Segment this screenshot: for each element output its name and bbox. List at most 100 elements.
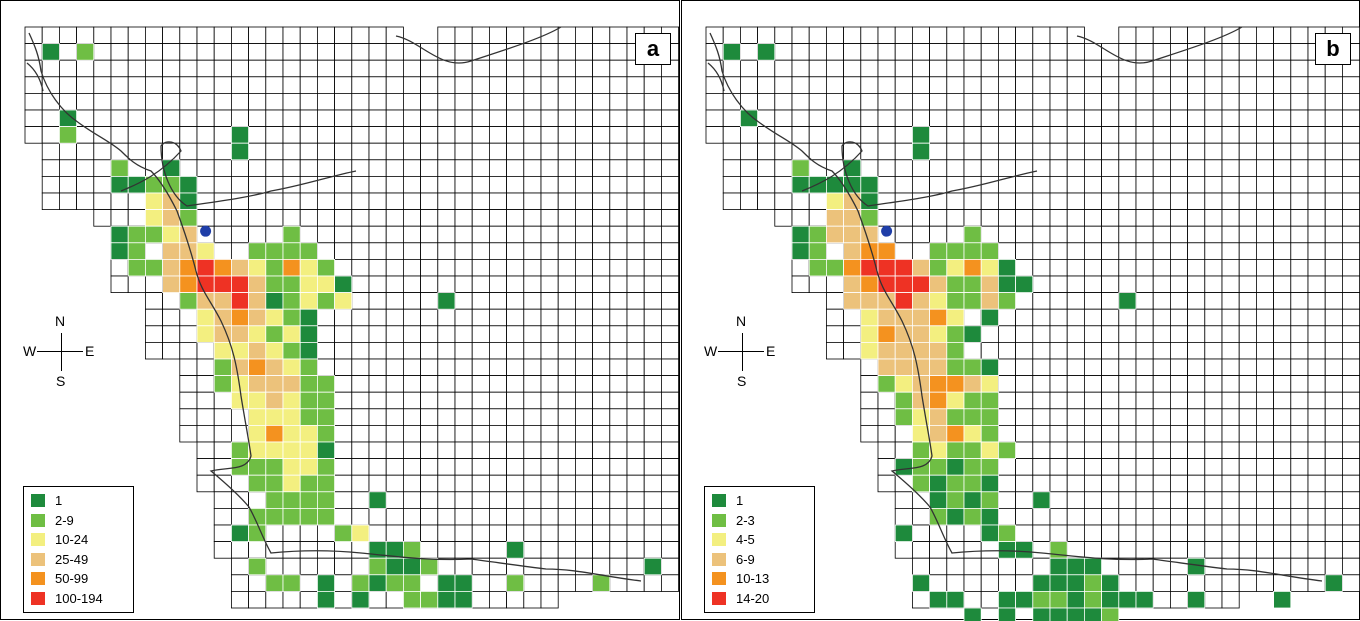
record-cell [179, 292, 198, 310]
grid-cell [609, 225, 628, 244]
grid-cell [1083, 308, 1102, 327]
grid-cell [911, 242, 930, 260]
grid-cell [1204, 424, 1223, 443]
grid-cell [626, 192, 645, 211]
grid-cell [1290, 192, 1309, 211]
record-cell [963, 391, 982, 410]
record-cell [843, 192, 862, 211]
grid-cell [722, 126, 741, 144]
grid-cell [1015, 441, 1034, 460]
grid-cell [282, 59, 301, 78]
map-panel-b: b N W E S 1 2-3 4-5 6-9 10-13 14-20 [681, 0, 1360, 621]
grid-cell [825, 109, 844, 128]
grid-cell [1066, 507, 1085, 526]
record-cell [911, 325, 930, 343]
grid-cell [705, 26, 724, 45]
grid-cell [110, 126, 129, 144]
grid-cell [1169, 76, 1188, 94]
grid-cell [609, 458, 628, 476]
grid-cell [471, 375, 490, 393]
record-cell [1273, 591, 1292, 609]
record-cell [282, 308, 301, 327]
grid-cell [523, 192, 542, 211]
grid-cell [1290, 524, 1309, 543]
record-cell [248, 391, 267, 410]
grid-cell [1101, 59, 1120, 78]
grid-cell [929, 159, 948, 177]
grid-cell [980, 76, 999, 94]
grid-cell [911, 591, 930, 609]
grid-cell [213, 159, 232, 177]
grid-cell [1307, 474, 1326, 493]
grid-cell [997, 126, 1016, 144]
grid-cell [1204, 325, 1223, 343]
grid-cell [351, 275, 370, 294]
grid-cell [1221, 474, 1240, 493]
record-cell [791, 175, 810, 194]
grid-cell [1101, 474, 1120, 493]
record-cell [894, 341, 913, 360]
grid-cell [997, 159, 1016, 177]
grid-cell [540, 541, 559, 559]
grid-cell [59, 59, 78, 78]
grid-cell [1342, 175, 1360, 194]
record-cell [946, 341, 965, 360]
grid-cell [575, 408, 594, 426]
grid-cell [1083, 93, 1102, 111]
grid-cell [368, 341, 387, 360]
grid-cell [626, 142, 645, 161]
grid-cell [1169, 507, 1188, 526]
grid-cell [368, 76, 387, 94]
grid-cell [1169, 408, 1188, 426]
grid-cell [540, 474, 559, 493]
grid-cell [1118, 541, 1137, 559]
grid-cell [471, 524, 490, 543]
grid-cell [1256, 424, 1275, 443]
grid-cell [1032, 126, 1051, 144]
grid-cell [93, 209, 112, 227]
record-cells [41, 43, 662, 609]
grid-cell [230, 474, 249, 493]
grid-cell [471, 76, 490, 94]
grid-cell [592, 26, 611, 45]
grid-cell [334, 358, 353, 377]
grid-cell [351, 292, 370, 310]
grid-cell [592, 126, 611, 144]
grid-cell [1238, 292, 1257, 310]
grid-cell [1204, 43, 1223, 61]
grid-cell [791, 43, 810, 61]
grid-cell [1101, 524, 1120, 543]
grid-cell [1342, 358, 1360, 377]
grid-cell [1083, 375, 1102, 393]
record-cell [282, 408, 301, 426]
grid-cell [609, 424, 628, 443]
grid-cell [127, 93, 146, 111]
grid-cell [506, 557, 525, 576]
grid-cell [540, 76, 559, 94]
grid-cell [351, 408, 370, 426]
grid-cell [997, 93, 1016, 111]
grid-cell [196, 159, 215, 177]
grid-cell [282, 541, 301, 559]
grid-cell [368, 391, 387, 410]
grid-cell [523, 242, 542, 260]
record-cell [299, 441, 318, 460]
grid-cell [1307, 308, 1326, 327]
record-cell [162, 192, 181, 211]
record-cell [282, 341, 301, 360]
grid-cell [1290, 424, 1309, 443]
grid-cell [643, 225, 662, 244]
grid-cell [437, 258, 456, 277]
grid-cell [420, 308, 439, 327]
grid-cell [1256, 26, 1275, 45]
record-cell [911, 142, 930, 161]
record-cell [265, 258, 284, 277]
legend-label: 25-49 [55, 551, 89, 567]
grid-cell [1290, 159, 1309, 177]
grid-cell [1169, 292, 1188, 310]
grid-cell [1221, 458, 1240, 476]
grid-cell [368, 175, 387, 194]
record-cell [385, 557, 404, 576]
record-cell [1015, 541, 1034, 559]
grid-cell [1221, 375, 1240, 393]
